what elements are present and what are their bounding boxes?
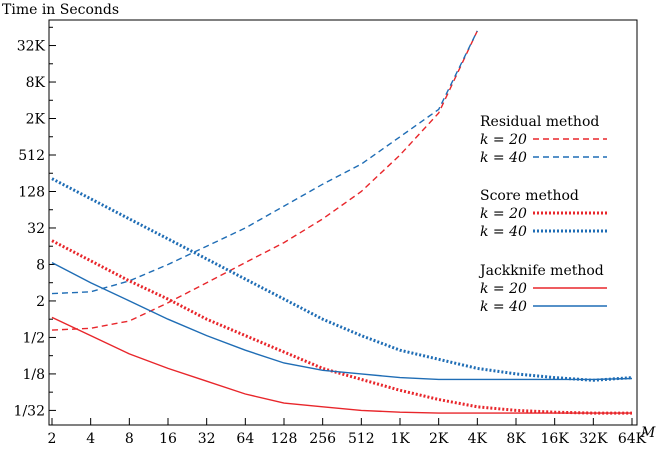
y-tick-label: 1/2 <box>22 330 45 346</box>
legend-entry-label: k = 20 <box>480 206 527 222</box>
x-tick-label: 4 <box>86 431 95 447</box>
series-line <box>51 30 478 331</box>
y-axis-title: Time in Seconds <box>2 2 119 18</box>
x-tick-label: 2 <box>48 431 57 447</box>
x-tick-label: 2K <box>429 431 449 447</box>
x-tick-label: 1K <box>390 431 410 447</box>
series-line <box>51 316 632 414</box>
x-tick-label: 32 <box>198 431 216 447</box>
x-axis-title: M <box>640 425 656 441</box>
y-tick-label: 512 <box>18 148 45 164</box>
y-tick-label: 32K <box>17 39 46 55</box>
legend-heading: Jackknife method <box>478 263 604 279</box>
y-tick-label: 2 <box>36 294 45 310</box>
x-tick-label: 4K <box>468 431 488 447</box>
y-tick-label: 1/8 <box>22 367 45 383</box>
plot-frame <box>48 19 638 426</box>
legend-entry-label: k = 20 <box>480 132 527 148</box>
legend-heading: Score method <box>480 188 579 204</box>
x-tick-label: 32K <box>579 431 608 447</box>
x-tick-label: 256 <box>309 431 336 447</box>
x-tick-label: 16 <box>159 431 177 447</box>
legend-entry-label: k = 40 <box>480 224 527 240</box>
series-line <box>51 177 633 382</box>
y-tick-label: 32 <box>27 221 45 237</box>
x-tick-label: 16K <box>541 431 570 447</box>
y-axis: 1/32 1/8 1/2 2 8 32 128 512 2K 8K 32K <box>14 26 56 419</box>
x-axis: 2 4 8 16 32 64 128 256 512 1K 2K 4K 8K 16K 32K 64K <box>48 418 647 447</box>
y-tick-label: 8 <box>36 257 45 273</box>
legend-entry-label: k = 40 <box>480 150 527 166</box>
legend-heading: Residual method <box>480 114 599 130</box>
x-tick-label: 8 <box>125 431 134 447</box>
legend-entry-label: k = 20 <box>480 281 527 297</box>
legend: Residual method k = 20 k = 40 Score method k… <box>478 114 607 315</box>
series-line <box>51 261 633 381</box>
series-line <box>51 30 478 295</box>
y-tick-label: 128 <box>18 184 45 200</box>
x-tick-label: 512 <box>348 431 375 447</box>
legend-entry-label: k = 40 <box>480 299 527 315</box>
series-line <box>51 239 632 415</box>
y-tick-label: 2K <box>26 112 46 128</box>
x-tick-label: 8K <box>506 431 526 447</box>
y-tick-label: 1/32 <box>14 403 45 419</box>
x-tick-label: 128 <box>271 431 298 447</box>
x-tick-label: 64 <box>236 431 254 447</box>
series-lines <box>51 30 633 415</box>
x-tick-label: 64K <box>618 431 647 447</box>
y-tick-label: 8K <box>26 75 46 91</box>
